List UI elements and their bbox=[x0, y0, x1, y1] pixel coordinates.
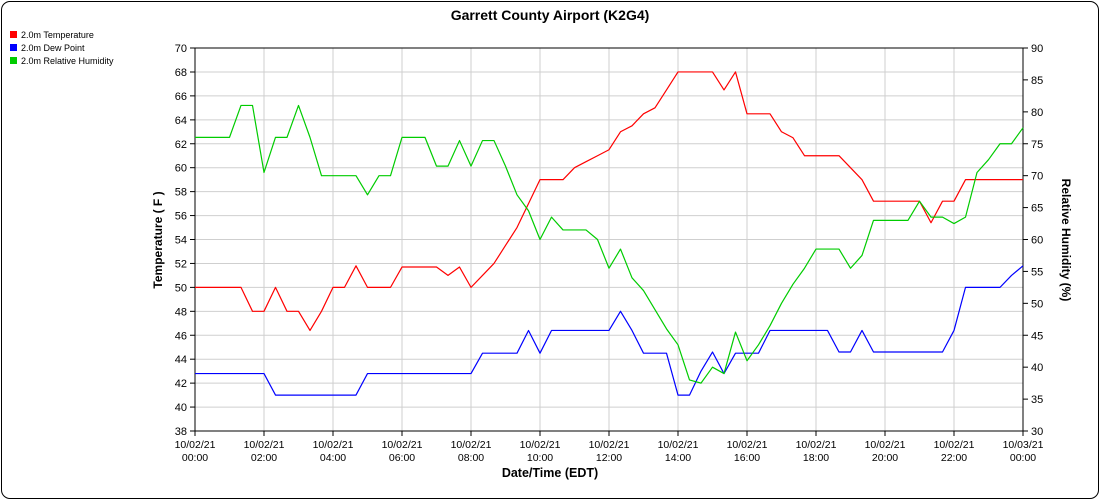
svg-text:60: 60 bbox=[175, 163, 187, 175]
svg-text:62: 62 bbox=[175, 139, 187, 151]
svg-text:40: 40 bbox=[175, 402, 187, 414]
svg-text:66: 66 bbox=[175, 91, 187, 103]
legend-label-humidity: 2.0m Relative Humidity bbox=[21, 55, 114, 66]
svg-text:50: 50 bbox=[175, 282, 187, 294]
svg-text:64: 64 bbox=[175, 115, 187, 127]
svg-text:00:00: 00:00 bbox=[182, 452, 208, 464]
svg-text:70: 70 bbox=[175, 43, 187, 55]
legend-item-dewpoint: 2.0m Dew Point bbox=[10, 41, 114, 54]
chart-legend: 2.0m Temperature 2.0m Dew Point 2.0m Rel… bbox=[10, 28, 114, 67]
svg-text:38: 38 bbox=[175, 426, 187, 438]
svg-text:52: 52 bbox=[175, 258, 187, 270]
svg-text:45: 45 bbox=[1031, 330, 1043, 342]
svg-text:10/02/21: 10/02/21 bbox=[589, 439, 630, 451]
svg-text:10/02/21: 10/02/21 bbox=[175, 439, 216, 451]
svg-text:30: 30 bbox=[1031, 426, 1043, 438]
svg-text:40: 40 bbox=[1031, 362, 1043, 374]
svg-text:20:00: 20:00 bbox=[872, 452, 898, 464]
svg-text:10/02/21: 10/02/21 bbox=[244, 439, 285, 451]
svg-text:10/02/21: 10/02/21 bbox=[727, 439, 768, 451]
svg-text:48: 48 bbox=[175, 306, 187, 318]
svg-text:42: 42 bbox=[175, 378, 187, 390]
svg-text:10/02/21: 10/02/21 bbox=[451, 439, 492, 451]
svg-text:60: 60 bbox=[1031, 235, 1043, 247]
svg-text:44: 44 bbox=[175, 354, 187, 366]
svg-text:50: 50 bbox=[1031, 298, 1043, 310]
legend-item-temperature: 2.0m Temperature bbox=[10, 28, 114, 41]
svg-text:58: 58 bbox=[175, 187, 187, 199]
legend-label-dewpoint: 2.0m Dew Point bbox=[21, 42, 85, 53]
svg-text:10/02/21: 10/02/21 bbox=[865, 439, 906, 451]
svg-text:10/03/21: 10/03/21 bbox=[1003, 439, 1044, 451]
x-axis-title: Date/Time (EDT) bbox=[501, 466, 599, 480]
legend-item-humidity: 2.0m Relative Humidity bbox=[10, 54, 114, 67]
legend-swatch-temperature-icon bbox=[10, 31, 17, 38]
svg-text:10/02/21: 10/02/21 bbox=[796, 439, 837, 451]
svg-text:70: 70 bbox=[1031, 171, 1043, 183]
svg-text:55: 55 bbox=[1031, 266, 1043, 278]
svg-text:02:00: 02:00 bbox=[251, 452, 277, 464]
svg-text:10/02/21: 10/02/21 bbox=[658, 439, 699, 451]
svg-text:08:00: 08:00 bbox=[458, 452, 484, 464]
svg-text:85: 85 bbox=[1031, 75, 1043, 87]
svg-text:22:00: 22:00 bbox=[941, 452, 967, 464]
svg-text:46: 46 bbox=[175, 330, 187, 342]
svg-text:10:00: 10:00 bbox=[527, 452, 553, 464]
svg-text:75: 75 bbox=[1031, 139, 1043, 151]
svg-text:04:00: 04:00 bbox=[320, 452, 346, 464]
svg-text:00:00: 00:00 bbox=[1010, 452, 1036, 464]
legend-swatch-dewpoint-icon bbox=[10, 44, 17, 51]
svg-text:54: 54 bbox=[175, 235, 187, 247]
legend-swatch-humidity-icon bbox=[10, 57, 17, 64]
svg-text:12:00: 12:00 bbox=[596, 452, 622, 464]
svg-text:10/02/21: 10/02/21 bbox=[520, 439, 561, 451]
svg-text:10/02/21: 10/02/21 bbox=[313, 439, 354, 451]
svg-text:65: 65 bbox=[1031, 203, 1043, 215]
svg-text:10/02/21: 10/02/21 bbox=[934, 439, 975, 451]
svg-text:68: 68 bbox=[175, 67, 187, 79]
svg-text:14:00: 14:00 bbox=[665, 452, 691, 464]
svg-text:06:00: 06:00 bbox=[389, 452, 415, 464]
svg-text:80: 80 bbox=[1031, 107, 1043, 119]
svg-text:18:00: 18:00 bbox=[803, 452, 829, 464]
legend-label-temperature: 2.0m Temperature bbox=[21, 29, 94, 40]
svg-text:56: 56 bbox=[175, 211, 187, 223]
chart-title: Garrett County Airport (K2G4) bbox=[450, 7, 650, 23]
svg-text:10/02/21: 10/02/21 bbox=[382, 439, 423, 451]
svg-text:90: 90 bbox=[1031, 43, 1043, 55]
svg-text:35: 35 bbox=[1031, 394, 1043, 406]
svg-text:16:00: 16:00 bbox=[734, 452, 760, 464]
